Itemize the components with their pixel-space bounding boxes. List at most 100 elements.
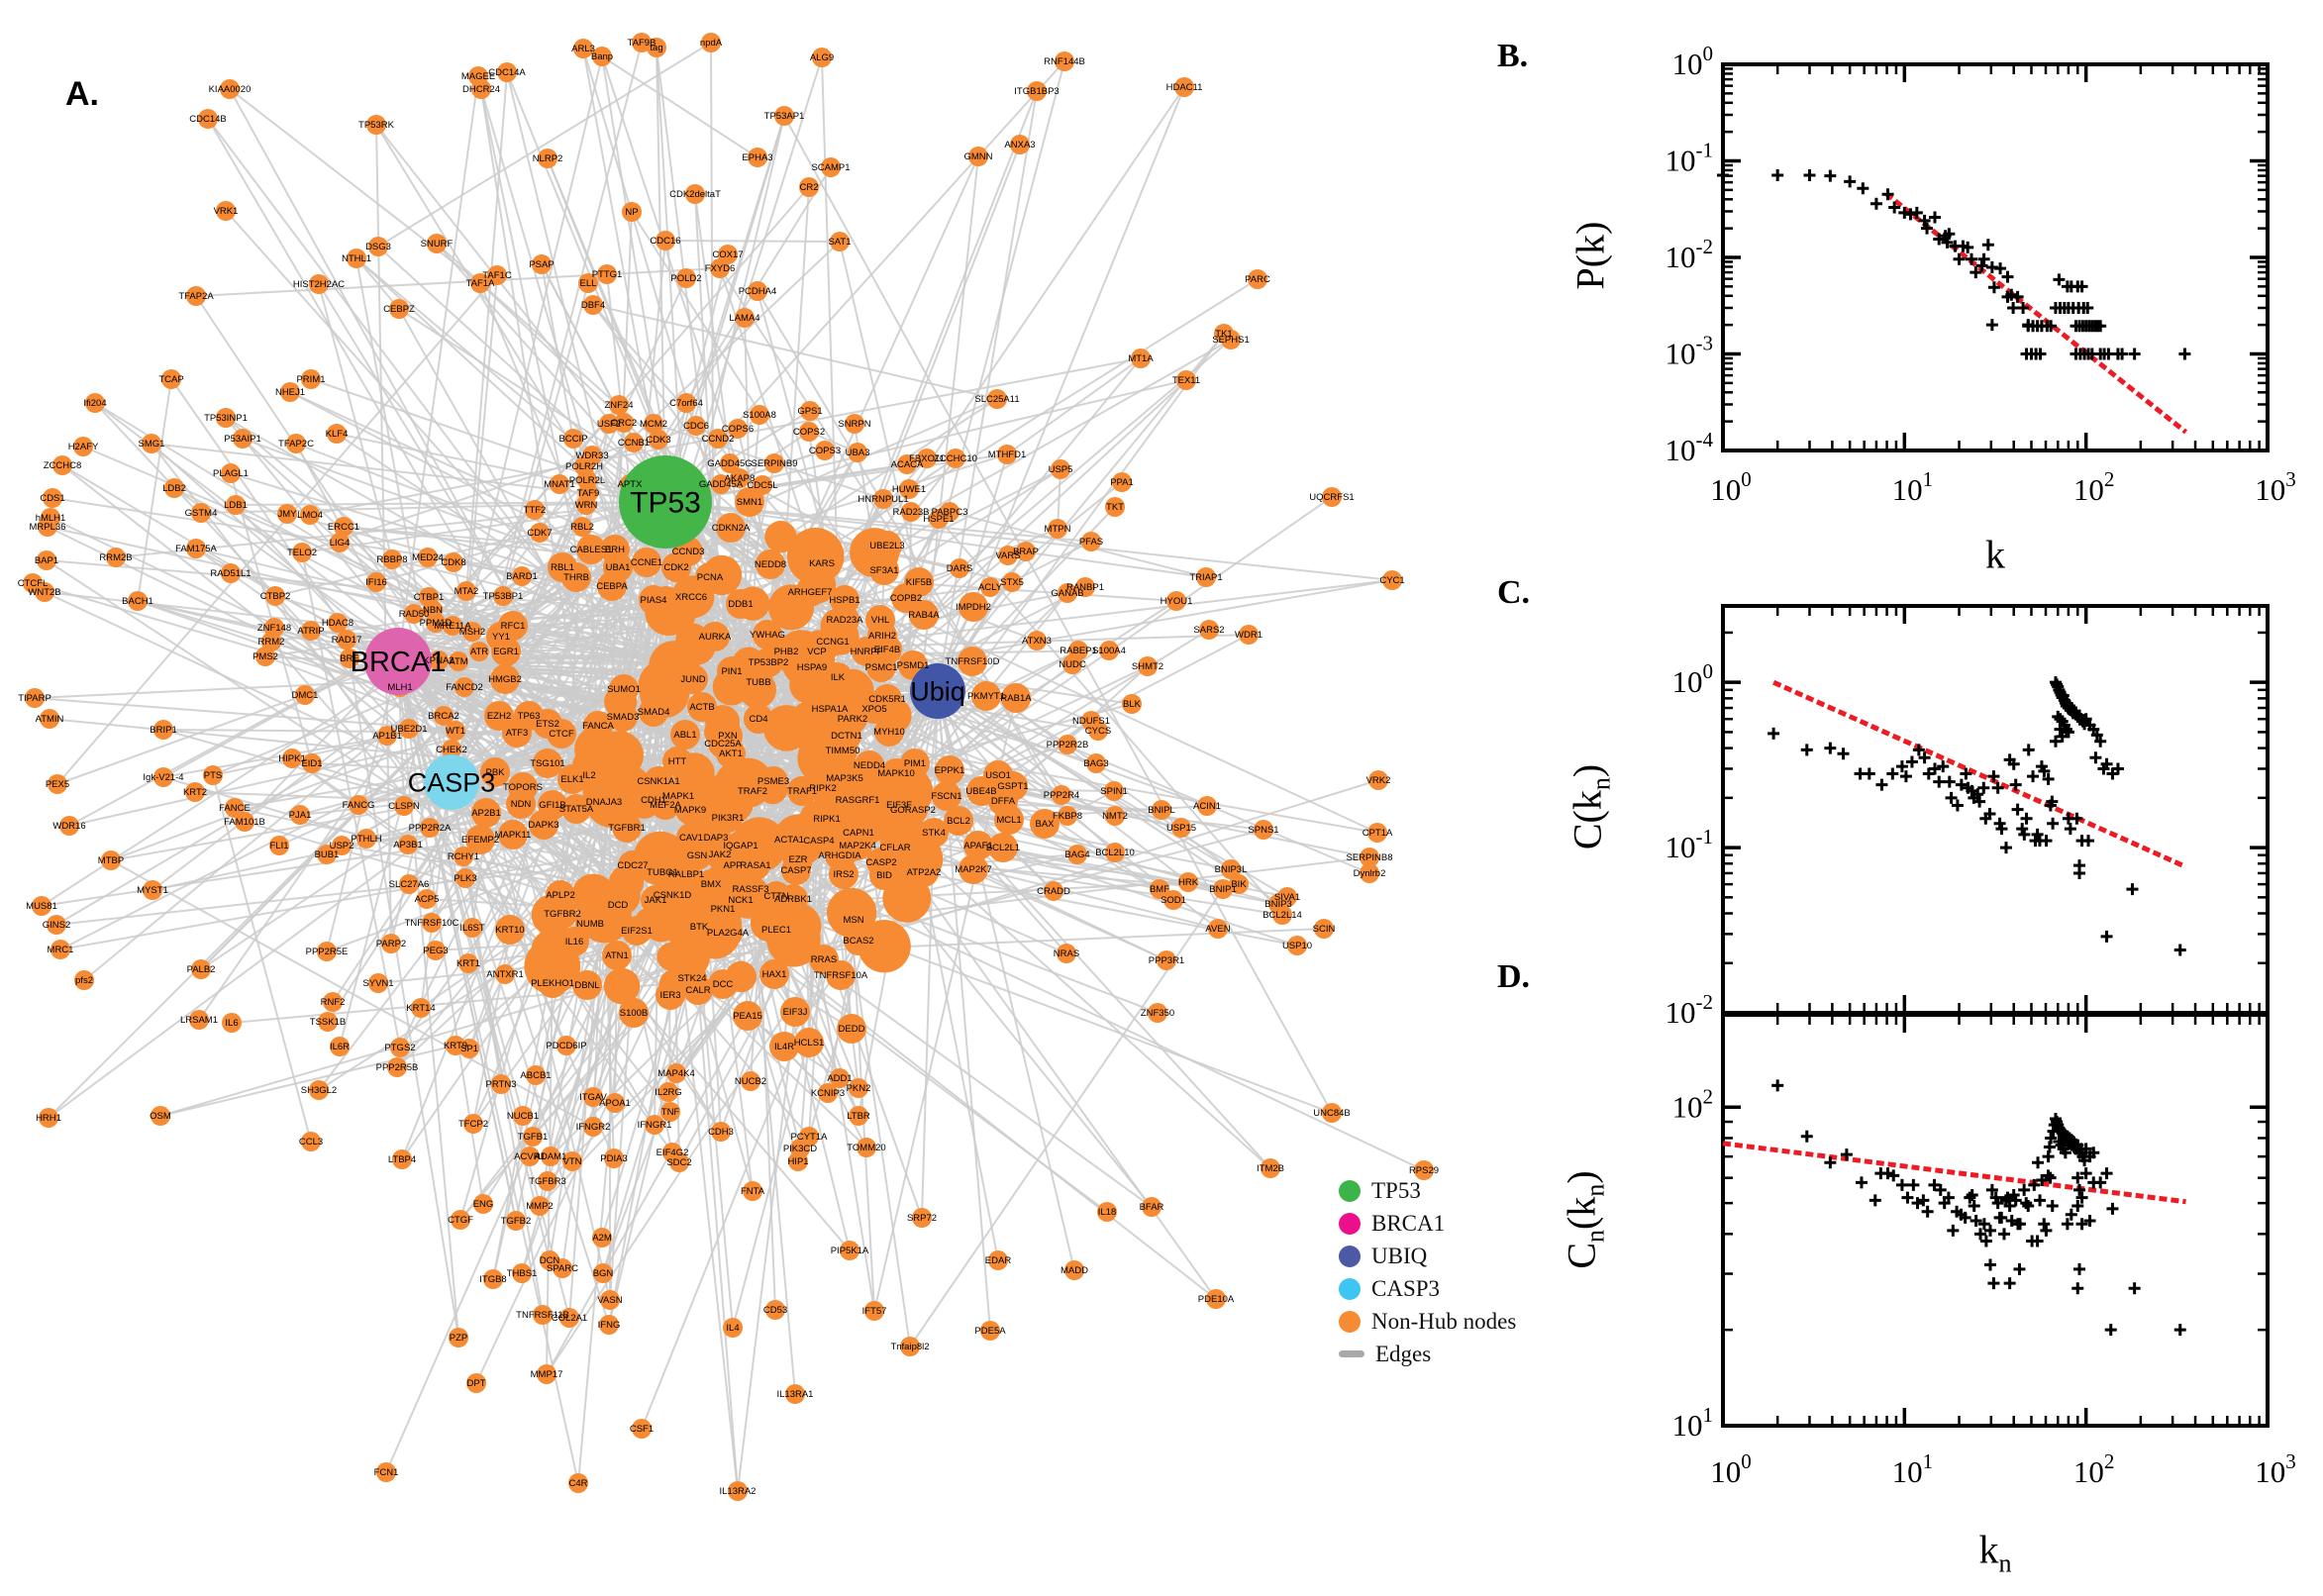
network-node[interactable] xyxy=(730,468,750,488)
network-node[interactable] xyxy=(399,874,419,894)
network-node[interactable] xyxy=(583,1117,603,1137)
network-node[interactable] xyxy=(963,831,993,860)
network-node[interactable] xyxy=(553,1258,572,1278)
network-node[interactable] xyxy=(50,940,70,959)
network-node[interactable] xyxy=(337,630,356,649)
network-node[interactable] xyxy=(797,652,827,682)
network-node[interactable] xyxy=(1229,874,1249,894)
network-node[interactable] xyxy=(255,647,275,666)
network-node[interactable] xyxy=(1044,881,1063,901)
network-node[interactable] xyxy=(495,964,515,984)
network-node[interactable] xyxy=(605,1093,625,1113)
network-node[interactable] xyxy=(1001,683,1031,713)
network-node[interactable] xyxy=(563,429,583,449)
network-node[interactable] xyxy=(795,577,825,607)
network-node[interactable] xyxy=(269,836,289,855)
network-node[interactable] xyxy=(884,790,914,820)
network-node[interactable] xyxy=(778,884,808,914)
network-node[interactable] xyxy=(785,1384,805,1404)
network-node[interactable] xyxy=(1048,519,1067,539)
network-node[interactable] xyxy=(59,816,79,836)
network-node[interactable] xyxy=(758,766,788,796)
network-node[interactable] xyxy=(750,405,769,425)
network-node[interactable] xyxy=(1027,81,1047,101)
network-node[interactable] xyxy=(572,517,592,537)
network-node[interactable] xyxy=(583,295,603,315)
network-node[interactable] xyxy=(660,1102,680,1122)
network-node[interactable] xyxy=(713,721,743,750)
network-node[interactable] xyxy=(185,782,205,802)
network-node[interactable] xyxy=(1213,879,1233,899)
network-node[interactable] xyxy=(716,513,746,543)
network-node[interactable] xyxy=(161,369,181,389)
network-node[interactable] xyxy=(529,810,558,840)
network-node[interactable] xyxy=(38,517,57,537)
network-node[interactable] xyxy=(497,62,517,82)
network-node[interactable] xyxy=(711,1122,731,1142)
network-node[interactable] xyxy=(451,1210,470,1230)
network-node[interactable] xyxy=(713,803,743,833)
network-node[interactable] xyxy=(647,38,666,57)
network-node[interactable] xyxy=(317,942,337,961)
network-node[interactable] xyxy=(491,1074,511,1094)
network-node[interactable] xyxy=(844,926,873,955)
network-node[interactable] xyxy=(593,1263,613,1283)
network-node[interactable] xyxy=(43,488,62,508)
network-node[interactable] xyxy=(678,664,708,694)
network-node[interactable] xyxy=(483,1269,503,1289)
network-node[interactable] xyxy=(1174,77,1194,97)
network-node[interactable] xyxy=(526,1065,546,1085)
network-node[interactable] xyxy=(648,857,677,887)
network-node[interactable] xyxy=(404,604,424,624)
network-node[interactable] xyxy=(73,437,93,456)
network-node[interactable] xyxy=(506,1211,526,1231)
network-node[interactable] xyxy=(1248,269,1267,289)
network-node[interactable] xyxy=(723,1318,743,1338)
network-node[interactable] xyxy=(411,998,431,1018)
network-node[interactable] xyxy=(733,1001,762,1031)
network-node[interactable] xyxy=(559,1308,579,1328)
network-node[interactable] xyxy=(459,1039,479,1058)
network-node[interactable] xyxy=(471,798,501,828)
network-node[interactable] xyxy=(929,509,949,529)
network-node[interactable] xyxy=(550,474,569,494)
network-node[interactable] xyxy=(106,548,126,567)
network-node[interactable] xyxy=(828,736,858,765)
network-node[interactable] xyxy=(164,478,184,498)
network-node[interactable] xyxy=(599,1315,619,1335)
network-node[interactable] xyxy=(533,1305,553,1325)
network-node[interactable] xyxy=(1176,370,1196,390)
network-node[interactable] xyxy=(502,718,532,748)
hub-node-brca1[interactable] xyxy=(364,628,432,695)
network-node[interactable] xyxy=(726,589,756,619)
network-node[interactable] xyxy=(735,308,755,328)
network-node[interactable] xyxy=(1221,859,1241,879)
network-node[interactable] xyxy=(389,299,409,319)
network-node[interactable] xyxy=(323,992,343,1012)
network-node[interactable] xyxy=(632,1419,652,1439)
network-node[interactable] xyxy=(909,857,939,887)
network-node[interactable] xyxy=(1030,809,1060,839)
network-node[interactable] xyxy=(624,433,644,452)
network-node[interactable] xyxy=(39,1108,58,1128)
network-node[interactable] xyxy=(589,787,619,817)
network-node[interactable] xyxy=(684,912,714,942)
network-node[interactable] xyxy=(812,48,832,67)
network-node[interactable] xyxy=(748,148,767,167)
network-node[interactable] xyxy=(444,552,463,572)
network-node[interactable] xyxy=(1105,843,1125,862)
network-node[interactable] xyxy=(573,39,593,58)
network-node[interactable] xyxy=(696,869,726,899)
network-node[interactable] xyxy=(669,1152,689,1172)
network-node[interactable] xyxy=(644,414,663,434)
network-node[interactable] xyxy=(717,656,747,686)
network-node[interactable] xyxy=(568,1473,588,1493)
network-node[interactable] xyxy=(1239,625,1259,645)
network-node[interactable] xyxy=(292,543,312,562)
hub-node-tp53[interactable] xyxy=(619,455,712,549)
network-node[interactable] xyxy=(366,115,386,135)
network-node[interactable] xyxy=(855,750,884,780)
network-node[interactable] xyxy=(1067,845,1087,864)
network-node[interactable] xyxy=(547,719,576,748)
network-node[interactable] xyxy=(815,694,845,724)
